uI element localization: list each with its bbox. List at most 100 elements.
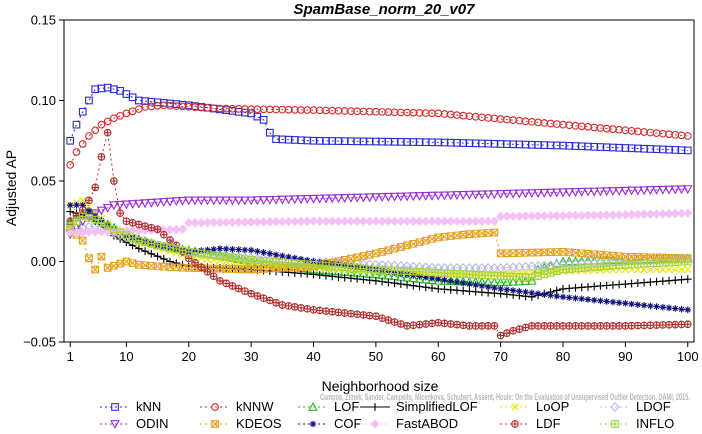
fastabod-point [134, 225, 144, 236]
ldf-point [322, 307, 330, 315]
cof-point [260, 249, 267, 256]
fastabod-point [552, 211, 562, 221]
odin-point [633, 186, 643, 196]
fastabod-point [258, 217, 269, 227]
ldf-point [421, 320, 430, 328]
fastabod-point [639, 209, 649, 219]
odin-point [495, 190, 506, 199]
odin-point [583, 187, 593, 197]
x-tick-label: 50 [369, 349, 383, 364]
odin-point [339, 194, 350, 203]
odin-point [670, 185, 681, 195]
ldf-point [546, 322, 555, 330]
knnw-point [91, 126, 100, 135]
odin-point [352, 193, 362, 203]
ldf-point [478, 322, 486, 330]
cof-point [247, 246, 255, 254]
odin-point [121, 200, 132, 210]
legend-item-kdeos: KDEOS [200, 416, 282, 431]
ldf-point [552, 322, 561, 330]
kdeos-point [396, 243, 405, 251]
cof-point [279, 252, 286, 260]
fastabod-point [439, 216, 450, 226]
ldf-point [503, 329, 511, 337]
ldf-point [627, 321, 636, 330]
odin-point [96, 206, 107, 216]
fastabod-point [90, 227, 100, 237]
simplifiedlof-point [371, 276, 380, 285]
loop-point [609, 266, 617, 274]
kdeos-point [91, 265, 100, 274]
fastabod-point [427, 216, 437, 226]
series-layer [65, 83, 693, 340]
odin-point [477, 190, 487, 200]
odin-point [221, 196, 232, 206]
loop-point [528, 269, 536, 277]
odin-point [526, 189, 537, 199]
ldf-point [222, 279, 231, 288]
ldf-point [434, 318, 443, 327]
kdeos-point [372, 249, 380, 258]
knnw-point [85, 132, 93, 140]
simplifiedlof-point [328, 272, 337, 281]
series-ldf [66, 128, 692, 340]
odin-point [414, 192, 425, 202]
fastabod-point [364, 216, 375, 226]
odin-point [626, 186, 637, 196]
cof-point [73, 201, 80, 209]
ldf-point [309, 306, 318, 314]
cof-point [235, 246, 242, 253]
odin-point [439, 191, 450, 201]
simplifiedlof-point [322, 271, 330, 280]
loop-point [216, 257, 224, 265]
odin-point [589, 187, 600, 197]
fastabod-point [190, 218, 200, 228]
plot-area [64, 20, 694, 342]
odin-point [408, 192, 419, 202]
ldf-point [153, 225, 162, 234]
odin-point [445, 191, 456, 201]
odin-point [246, 196, 256, 206]
ldf-point [596, 322, 605, 330]
inflo-point [527, 273, 536, 282]
ldf-point [565, 322, 574, 330]
cof-point [628, 300, 635, 308]
x-tick-label: 70 [493, 349, 507, 364]
odin-point [208, 196, 219, 206]
odin-point [296, 195, 306, 205]
legend-item-ldf: LDF [500, 416, 561, 431]
cof-point [204, 246, 211, 254]
loop-point [234, 259, 243, 267]
ldf-point [683, 320, 692, 329]
ldf-point [384, 316, 393, 324]
cof-point [254, 248, 261, 255]
odin-point [508, 189, 518, 199]
kdeos-point [390, 244, 399, 253]
fastabod-point [302, 216, 312, 226]
kdeos-point [434, 233, 443, 242]
ldf-point [259, 294, 268, 302]
kdeos-point [340, 256, 349, 264]
simplifiedlof-point [340, 273, 349, 282]
x-tick-label: 30 [244, 349, 258, 364]
fastabod-point [333, 216, 344, 226]
x-axis-label: Neighborhood size [322, 378, 439, 394]
ldf-point [602, 322, 611, 330]
fastabod-point [71, 227, 82, 238]
fastabod-point [240, 217, 250, 227]
fastabod-point [489, 216, 500, 226]
odin-point [402, 192, 412, 202]
cof-point [559, 293, 567, 301]
odin-point [140, 199, 150, 209]
fastabod-point [595, 210, 606, 220]
x-tick-label: 10 [119, 349, 133, 364]
kdeos-point [378, 247, 386, 256]
fastabod-point [177, 224, 188, 234]
fastabod-point [545, 211, 556, 221]
fastabod-point [446, 216, 456, 226]
ldf-point [465, 322, 474, 330]
odin-point [551, 188, 562, 198]
legend: kNN kNNW LOF SimplifiedLOF LoOP LDOF ODIN KDEOS… [100, 399, 674, 431]
inflo-point [66, 222, 75, 230]
odin-point [271, 195, 281, 205]
